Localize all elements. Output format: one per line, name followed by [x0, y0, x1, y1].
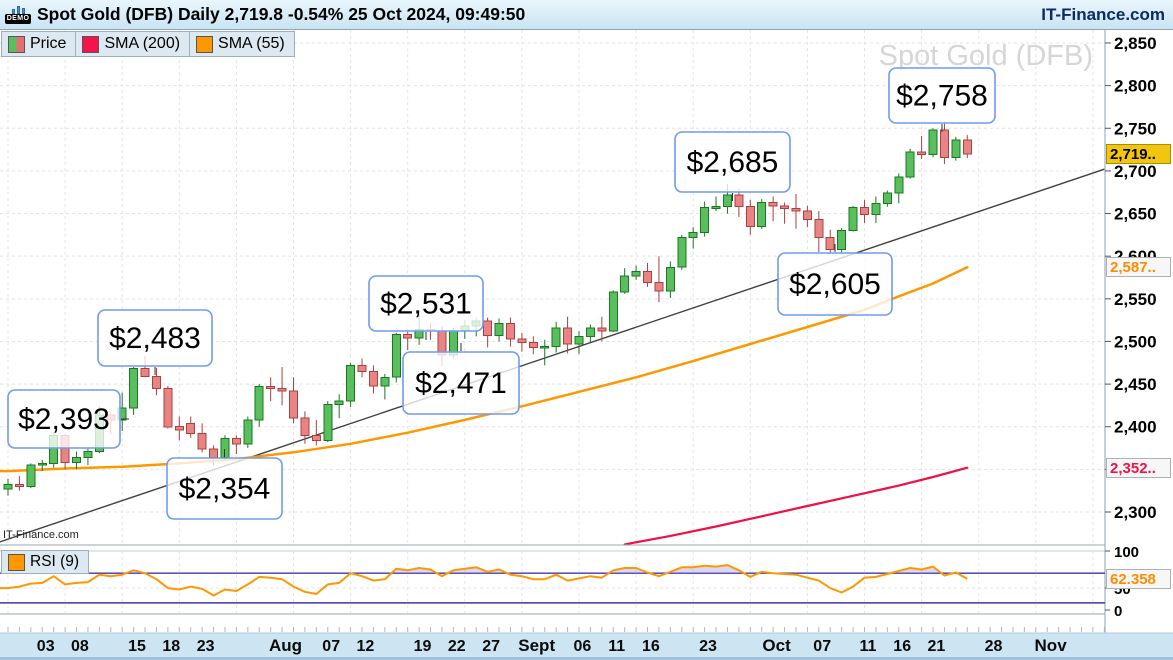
x-axis-label: 22 [448, 638, 466, 655]
last-price-tag: 2,719.. [1106, 144, 1171, 164]
price-annotation: $2,483 [97, 309, 213, 375]
price-axis-label: 2,750 [1114, 119, 1157, 138]
x-axis-label: Nov [1035, 636, 1068, 655]
watermark-text: Spot Gold (DFB) [879, 40, 1093, 72]
price-swatch-icon [8, 35, 25, 53]
rsi-panel: 100500 [0, 544, 1139, 620]
legend-sma200-label: SMA (200) [104, 35, 181, 52]
price-annotation: $2,471 [402, 343, 520, 415]
price-legend: Price SMA (200) SMA (55) [1, 31, 295, 57]
x-axis-label: 11 [608, 638, 625, 655]
x-axis-label: 16 [642, 638, 660, 655]
x-axis-label: 03 [37, 638, 55, 655]
x-axis-label: 27 [482, 638, 500, 655]
demo-account-badge: DEMO [4, 5, 32, 24]
svg-text:$2,605: $2,605 [789, 268, 881, 301]
chart-footnote: IT-Finance.com [3, 529, 79, 541]
x-axis-label: 11 [859, 638, 876, 655]
x-axis-label: 28 [985, 638, 1003, 655]
legend-item-sma200[interactable]: SMA (200) [76, 31, 191, 57]
price-annotation: $2,531 [368, 275, 484, 340]
x-axis-label: 08 [71, 638, 89, 655]
price-axis: 2,8502,8002,7502,7002,6502,6002,5502,500… [1105, 34, 1157, 522]
x-axis-label: 12 [357, 638, 375, 655]
price-axis-label: 2,450 [1114, 375, 1157, 394]
price-annotation: $2,685 [674, 131, 791, 201]
x-axis-label: 15 [128, 638, 146, 655]
svg-text:$2,531: $2,531 [380, 288, 472, 321]
sma200-swatch-icon [82, 35, 100, 53]
price-annotation: $2,354 [166, 449, 283, 520]
sma200-value-tag: 2,352.. [1106, 458, 1171, 478]
rsi-value-tag: 62.358 [1106, 569, 1171, 589]
price-axis-label: 2,300 [1114, 503, 1157, 522]
rsi-axis-label: 100 [1114, 544, 1139, 561]
panel-borders [0, 30, 1106, 634]
price-axis-label: 2,550 [1114, 290, 1157, 309]
sma55-value-tag: 2,587.. [1106, 257, 1171, 277]
price-axis-label: 2,800 [1114, 77, 1157, 96]
svg-text:$2,354: $2,354 [179, 473, 271, 506]
price-axis-label: 2,700 [1114, 162, 1157, 181]
x-axis-label: Aug [269, 636, 302, 655]
brand-link[interactable]: IT-Finance.com [1041, 4, 1165, 24]
rsi-legend: RSI (9) [1, 550, 90, 574]
x-axis-label: 23 [699, 638, 717, 655]
x-axis-label: 07 [322, 638, 340, 655]
svg-text:$2,471: $2,471 [415, 367, 507, 400]
price-annotation: $2,605 [777, 244, 893, 316]
price-axis-label: 2,400 [1114, 418, 1157, 437]
rsi-axis-label: 0 [1114, 603, 1122, 620]
x-axis-label: 16 [893, 638, 911, 655]
sma-200-line [623, 466, 969, 546]
sma55-swatch-icon [196, 35, 214, 53]
price-annotations: $2,393 $2,483 $2,354 $2,531 $2,471 $2,685 $2,6… [7, 67, 996, 520]
svg-text:$2,393: $2,393 [18, 403, 110, 436]
gridlines [0, 30, 1105, 614]
x-axis-label: 19 [414, 638, 432, 655]
candlestick-logo-icon [11, 5, 25, 14]
price-axis-label: 2,650 [1114, 205, 1157, 224]
x-axis-label: 23 [197, 638, 215, 655]
svg-text:$2,483: $2,483 [109, 322, 201, 355]
legend-item-sma55[interactable]: SMA (55) [190, 31, 295, 57]
x-axis-label: Sept [518, 636, 555, 655]
time-axis: 03 08 15 18 23 Aug 07 12 19 22 27 Sept 06 11 16 23 Oct 07… [0, 627, 1173, 660]
x-axis-label: Oct [762, 636, 791, 655]
price-axis-label: 2,850 [1114, 34, 1157, 53]
legend-item-price[interactable]: Price [1, 31, 77, 57]
svg-text:$2,685: $2,685 [687, 146, 779, 179]
legend-item-rsi[interactable]: RSI (9) [1, 550, 90, 574]
chart-title: Spot Gold (DFB) Daily 2,719.8 -0.54% 25 … [37, 4, 526, 24]
rsi-swatch-icon [8, 553, 25, 571]
x-axis-label: 18 [162, 638, 180, 655]
x-axis-label: 21 [928, 638, 946, 655]
legend-price-label: Price [30, 35, 67, 52]
svg-text:$2,758: $2,758 [896, 80, 988, 113]
price-annotation: $2,393 [7, 389, 129, 449]
legend-rsi-label: RSI (9) [30, 553, 80, 570]
demo-badge-label: DEMO [4, 14, 32, 24]
price-axis-label: 2,500 [1114, 332, 1157, 351]
price-annotation: $2,758 [888, 67, 996, 132]
x-axis-label: 07 [813, 638, 831, 655]
title-bar: DEMO Spot Gold (DFB) Daily 2,719.8 -0.54… [0, 0, 1173, 30]
legend-sma55-label: SMA (55) [218, 35, 285, 52]
x-axis-label: 06 [574, 638, 592, 655]
